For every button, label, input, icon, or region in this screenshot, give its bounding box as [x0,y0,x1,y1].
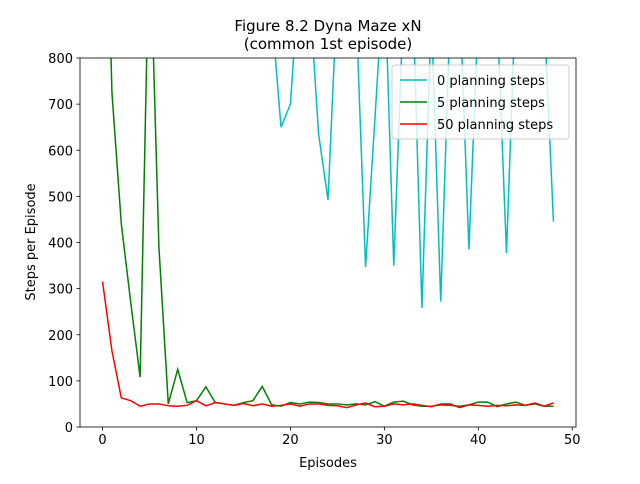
y-tick-label: 600 [48,144,73,159]
x-axis-label: Episodes [299,456,357,471]
y-tick-label: 300 [48,283,73,298]
x-tick-label: 0 [98,433,106,448]
x-tick-label: 10 [188,433,205,448]
plot-lines [101,58,555,409]
series-line [274,58,555,309]
series-line [101,281,554,409]
y-tick-label: 200 [48,329,73,344]
legend-label: 5 planning steps [437,96,545,111]
legend-box [391,64,570,140]
x-tick-label: 20 [282,433,299,448]
y-tick-label: 500 [48,190,73,205]
legend-label: 50 planning steps [437,118,553,133]
x-tick-label: 50 [564,433,581,448]
y-tick-label: 800 [48,52,73,67]
y-tick-label: 0 [65,421,73,436]
y-axis-label: Steps per Episode [24,183,39,300]
x-tick-label: 30 [376,433,393,448]
y-tick-label: 700 [48,98,73,113]
chart-title: Figure 8.2 Dyna Maze xN [234,17,421,35]
series-line [110,58,554,408]
legend-label: 0 planning steps [437,74,545,89]
plot-frame [79,57,577,428]
y-tick-label: 100 [48,375,73,390]
x-tick-label: 40 [470,433,487,448]
y-tick-label: 400 [48,237,73,252]
chart-subtitle: (common 1st episode) [244,35,412,53]
